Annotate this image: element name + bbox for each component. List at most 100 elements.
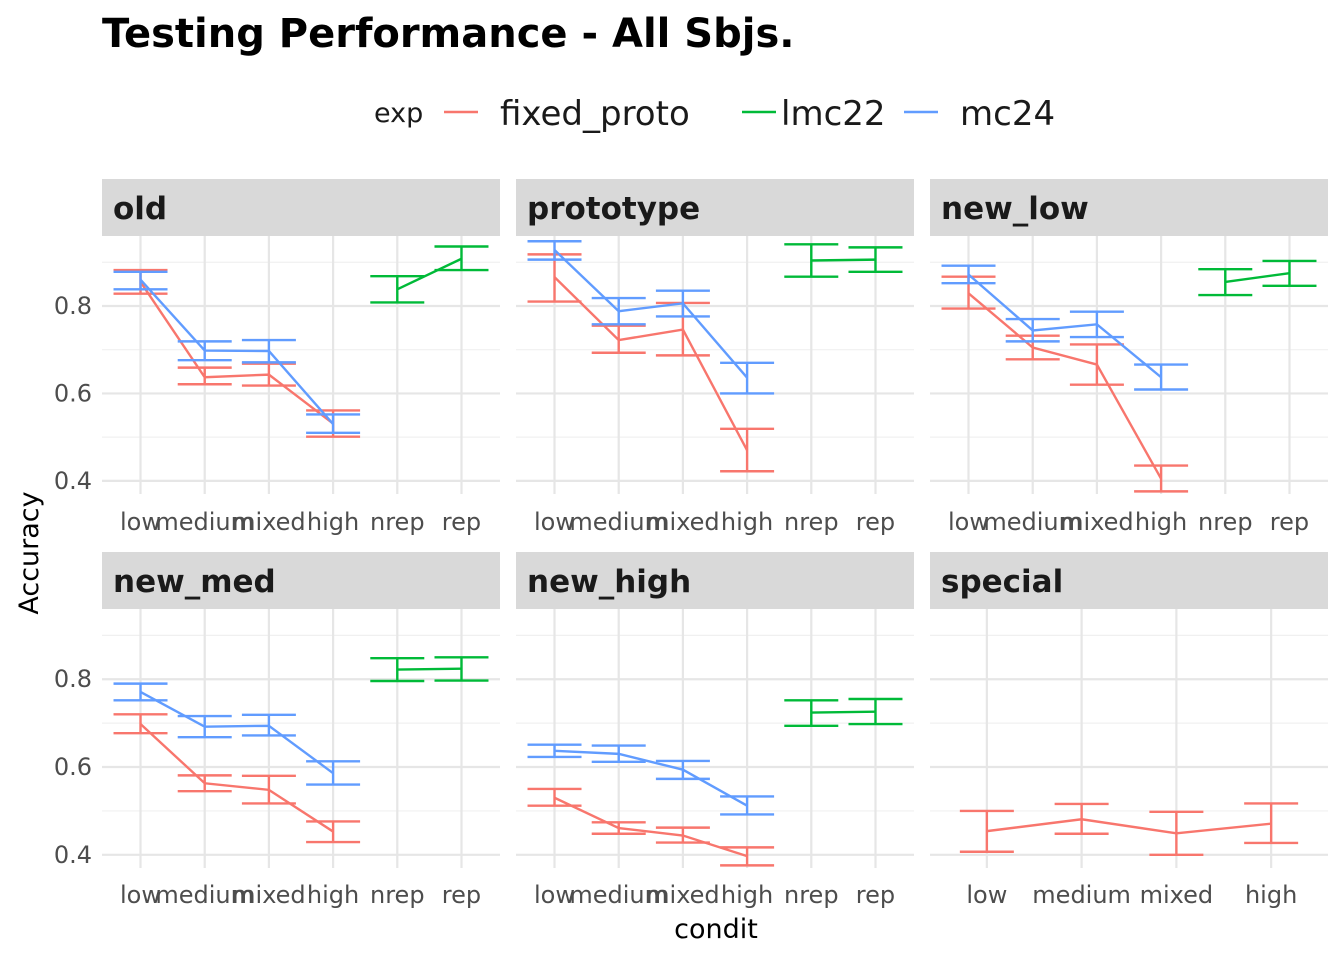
series-lmc22 <box>370 245 489 304</box>
error-bar <box>527 240 582 261</box>
strip-label-special: special <box>941 564 1063 600</box>
strip-new_med <box>102 552 500 609</box>
x-tick-label: medium <box>155 881 254 909</box>
x-tick-label: rep <box>442 508 481 536</box>
legend-label-lmc22: lmc22 <box>781 94 886 134</box>
series-line-lmc22 <box>397 667 462 671</box>
error-bar <box>720 427 775 473</box>
series-lmc22 <box>784 243 903 278</box>
error-bar <box>720 795 775 816</box>
x-tick-label: nrep <box>784 508 839 536</box>
legend-title: exp <box>374 98 423 129</box>
error-bar <box>720 846 775 867</box>
error-bar <box>720 361 775 395</box>
panel-special: special low medium mixed high <box>930 552 1328 909</box>
error-bar <box>1054 802 1109 835</box>
error-bar <box>848 246 903 274</box>
x-tick-label: high <box>307 881 359 909</box>
error-bar <box>370 656 425 683</box>
series-line-lmc22 <box>811 258 876 262</box>
error-bar <box>1198 268 1253 297</box>
series-mc24 <box>527 743 775 816</box>
error-bar <box>1005 317 1060 343</box>
x-tick-label: medium <box>983 508 1082 536</box>
legend: exp fixed_proto lmc22 mc24 <box>374 94 1055 134</box>
error-bar <box>113 713 168 735</box>
series-lmc22 <box>370 656 489 683</box>
x-tick-label: rep <box>856 508 895 536</box>
x-tick-label: rep <box>1270 508 1309 536</box>
y-tick-label: 0.8 <box>54 665 92 693</box>
error-bar <box>113 682 168 702</box>
legend-label-fixed_proto: fixed_proto <box>500 94 690 134</box>
strip-label-new_med: new_med <box>113 564 276 600</box>
error-bar <box>306 820 361 844</box>
series-line-mc24 <box>553 249 749 379</box>
x-tick-label: high <box>1135 508 1187 536</box>
x-tick-label: high <box>721 508 773 536</box>
error-bar <box>784 699 839 727</box>
series-line-fixed_proto <box>967 292 1163 480</box>
x-tick-label: high <box>1245 881 1297 909</box>
error-bar <box>959 809 1014 853</box>
x-tick-label: nrep <box>370 881 425 909</box>
y-tick-label: 0.4 <box>54 467 92 495</box>
series-fixed_proto <box>941 275 1189 493</box>
series-line-fixed_proto <box>986 818 1272 835</box>
series-mc24 <box>113 270 361 434</box>
x-tick-label: medium <box>569 881 668 909</box>
legend-label-mc24: mc24 <box>960 94 1055 134</box>
error-bar <box>655 289 710 318</box>
error-bar <box>591 324 646 354</box>
error-bar <box>434 656 489 682</box>
x-tick-label: mixed <box>232 508 306 536</box>
chart-title: Testing Performance - All Sbjs. <box>102 11 794 57</box>
series-line-fixed_proto <box>139 281 334 425</box>
x-tick-label: high <box>307 508 359 536</box>
x-tick-label: medium <box>569 508 668 536</box>
x-tick-label: rep <box>442 881 481 909</box>
x-tick-label: low <box>120 508 161 536</box>
error-bar <box>655 759 710 781</box>
series-line-mc24 <box>139 278 334 425</box>
x-axis-title: condit <box>674 914 758 945</box>
series-fixed_proto <box>959 802 1299 857</box>
x-tick-label: low <box>948 508 989 536</box>
x-tick-label: nrep <box>370 508 425 536</box>
x-tick-label: mixed <box>646 881 720 909</box>
x-tick-label: medium <box>1032 881 1131 909</box>
error-bar <box>784 243 839 278</box>
series-line-mc24 <box>139 690 334 775</box>
series-fixed_proto <box>113 713 361 844</box>
strip-new_low <box>930 179 1328 236</box>
error-bar <box>177 366 232 386</box>
error-bar <box>591 821 646 835</box>
error-bar <box>941 264 996 285</box>
x-tick-label: mixed <box>1140 881 1214 909</box>
x-tick-label: low <box>534 881 575 909</box>
y-tick-label: 0.6 <box>54 753 92 781</box>
series-lmc22 <box>784 697 903 727</box>
error-bar <box>591 296 646 326</box>
error-bar <box>848 697 903 726</box>
series-line-fixed_proto <box>139 723 334 833</box>
series-fixed_proto <box>113 268 361 438</box>
series-line-lmc22 <box>1225 271 1290 284</box>
series-mc24 <box>941 264 1189 391</box>
strip-prototype <box>516 179 914 236</box>
series-fixed_proto <box>527 787 775 867</box>
strip-label-new_high: new_high <box>527 564 691 600</box>
x-tick-label: low <box>120 881 161 909</box>
error-bar <box>241 774 296 805</box>
strip-label-prototype: prototype <box>527 191 700 227</box>
series-line-mc24 <box>967 273 1162 379</box>
x-tick-label: mixed <box>232 881 306 909</box>
error-bar <box>1134 464 1189 493</box>
strip-old <box>102 179 500 236</box>
error-bar <box>434 245 489 272</box>
